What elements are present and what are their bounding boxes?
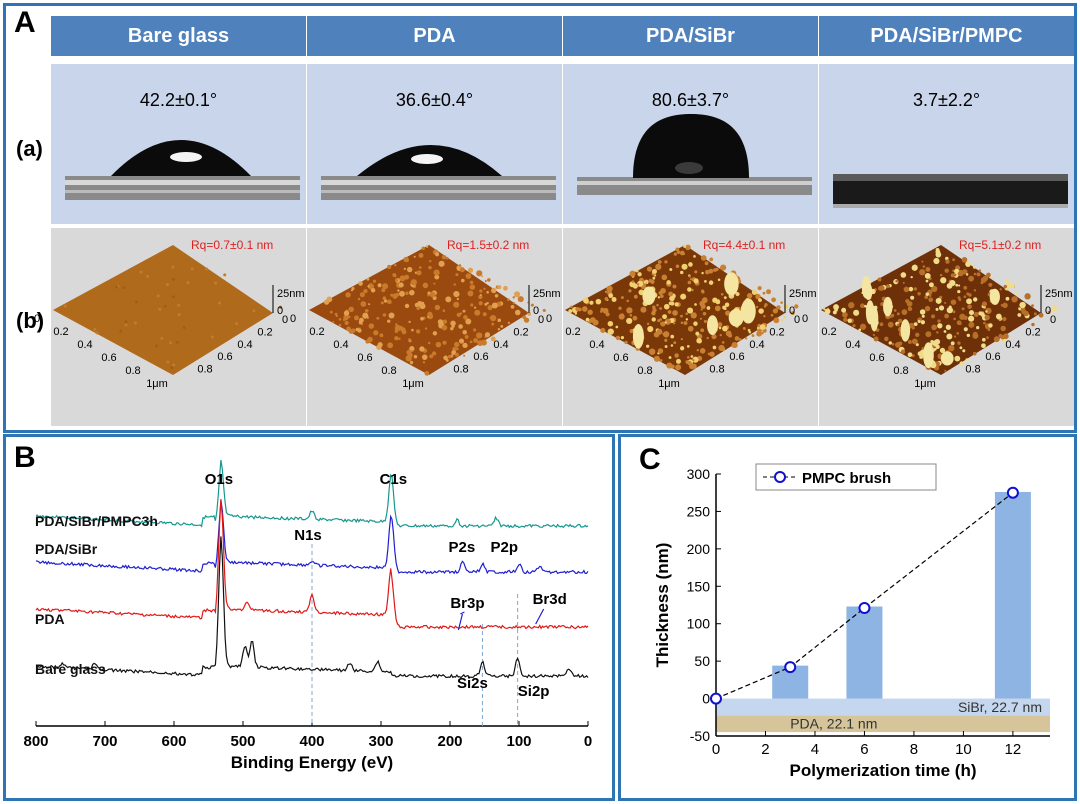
xps-series-0 (35, 460, 589, 529)
pmpc-brush-line (715, 492, 1014, 700)
column-header-pda: PDA (307, 16, 562, 56)
thickness-y-tick-label: 50 (694, 653, 710, 669)
xps-peak-label: P2p (490, 539, 518, 556)
thickness-x-tick-label: 8 (910, 741, 918, 758)
afm-pda-sibr: Rq=4.4±0.1 nm (563, 228, 818, 426)
pmpc-brush-point (1006, 486, 1019, 499)
xps-x-tick-label: 200 (437, 733, 462, 750)
row-label-b: (b) (16, 308, 45, 333)
contact-angle-value: 36.6±0.4° (395, 90, 474, 110)
xps-peak-label: Br3p (450, 595, 484, 612)
roughness-label: Rq=0.7±0.1 nm (191, 238, 274, 252)
xps-x-axis-label: Binding Energy (eV) (231, 753, 393, 772)
thickness-y-tick-label: 100 (687, 616, 711, 632)
droplet-image (833, 174, 1068, 208)
roughness-label: Rq=5.1±0.2 nm (959, 238, 1042, 252)
thickness-y-tick-label: 0 (702, 691, 710, 707)
thickness-x-tick-label: 12 (1005, 741, 1022, 758)
contact-angle-value: 3.7±2.2° (912, 90, 981, 110)
column-divider (562, 16, 563, 426)
xps-peak-label: C1s (380, 471, 408, 488)
layer-label-sibr: SiBr, 22.7 nm (958, 699, 1042, 715)
afm-pda-sibr-pmpc: Rq=5.1±0.2 nm (819, 228, 1074, 426)
column-header-bare-glass: Bare glass (51, 16, 306, 56)
xps-x-tick-label: 300 (368, 733, 393, 750)
xps-series-label: PDA/SiBr/PMPC3h (35, 513, 158, 529)
contact-angle-pda: 36.6±0.4° (307, 64, 562, 224)
droplet-image (321, 145, 556, 200)
xps-x-tick-label: 800 (23, 733, 48, 750)
contact-angle-pda-sibr: 80.6±3.7° (563, 64, 818, 224)
contact-angle-value: 80.6±3.7° (651, 90, 730, 110)
xps-arrow (457, 613, 464, 631)
thickness-y-axis-label: Thickness (nm) (653, 543, 672, 668)
row-label-a: (a) (16, 136, 43, 161)
panel-b: B (3, 434, 615, 801)
xps-peak-label: Si2s (457, 675, 488, 692)
xps-series-label: PDA (35, 611, 65, 627)
legend-label: PMPC brush (802, 470, 891, 487)
contact-angle-value: 42.2±0.1° (139, 90, 218, 110)
xps-x-tick-label: 600 (161, 733, 186, 750)
xps-x-tick-label: 100 (506, 733, 531, 750)
roughness-label: Rq=4.4±0.1 nm (703, 238, 786, 252)
thickness-bar (846, 606, 883, 699)
thickness-x-tick-label: 10 (955, 741, 972, 758)
contact-angle-pda-sibr-pmpc: 3.7±2.2° (819, 64, 1074, 224)
column-header-pda-sibr: PDA/SiBr (563, 16, 818, 56)
thickness-x-tick-label: 0 (712, 741, 720, 758)
thickness-x-tick-label: 4 (811, 741, 819, 758)
xps-x-tick-label: 500 (230, 733, 255, 750)
thickness-y-tick-label: 150 (687, 578, 711, 594)
legend-marker (774, 471, 786, 483)
thickness-x-tick-label: 2 (761, 741, 769, 758)
panel-a: A Bare glass PDA PDA/SiBr PDA/SiBr/PMPC … (3, 3, 1077, 433)
layer-band (716, 698, 1050, 716)
contact-angle-bare-glass: 42.2±0.1° (51, 64, 306, 224)
thickness-y-tick-label: 300 (687, 466, 711, 482)
layer-label-pda: PDA, 22.1 nm (790, 716, 877, 732)
xps-x-tick-label: 0 (584, 733, 592, 750)
afm-pda: Rq=1.5±0.2 nm (307, 228, 562, 426)
xps-peak-label: Si2p (518, 683, 550, 700)
thickness-y-tick-label: -50 (690, 728, 710, 744)
pmpc-brush-point (858, 601, 871, 614)
pmpc-brush-point (710, 692, 722, 705)
xps-arrow (460, 611, 465, 615)
panel-b-label: B (14, 441, 36, 474)
xps-series-1 (35, 500, 589, 575)
panel-c-label: C (639, 443, 661, 476)
layer-band (716, 715, 1050, 733)
thickness-x-axis-label: Polymerization time (h) (789, 761, 976, 780)
xps-spectra-chart: 800 700 600 500 400 300 200 100 0 Binding Energy … (23, 460, 592, 772)
afm-bare-glass: Rq=0.7±0.1 nm (51, 228, 306, 426)
xps-series-2 (35, 499, 589, 630)
column-divider (818, 16, 819, 426)
xps-series-label: Bare glass (35, 661, 106, 677)
thickness-bar (994, 491, 1031, 699)
panel-c: C (618, 434, 1077, 801)
xps-series-label: PDA/SiBr (35, 541, 98, 557)
thickness-y-tick-label: 250 (687, 503, 711, 519)
xps-peak-label: O1s (205, 471, 233, 488)
column-header-pda-sibr-pmpc: PDA/SiBr/PMPC (819, 16, 1074, 56)
roughness-label: Rq=1.5±0.2 nm (447, 238, 530, 252)
xps-x-tick-label: 400 (299, 733, 324, 750)
thickness-legend: PMPC brush (755, 463, 937, 491)
xps-peak-label: P2s (449, 539, 476, 556)
xps-peak-label: N1s (294, 527, 322, 544)
droplet-image (65, 140, 300, 200)
pmpc-brush-point (784, 661, 797, 674)
xps-arrow (535, 608, 545, 625)
column-divider (306, 16, 307, 426)
xps-x-tick-label: 700 (92, 733, 117, 750)
thickness-x-tick-label: 6 (860, 741, 868, 758)
xps-series-3 (35, 536, 589, 679)
panel-a-label: A (14, 6, 36, 39)
xps-peak-label: Br3d (533, 591, 567, 608)
droplet-image (577, 114, 812, 195)
thickness-y-tick-label: 200 (687, 541, 711, 557)
